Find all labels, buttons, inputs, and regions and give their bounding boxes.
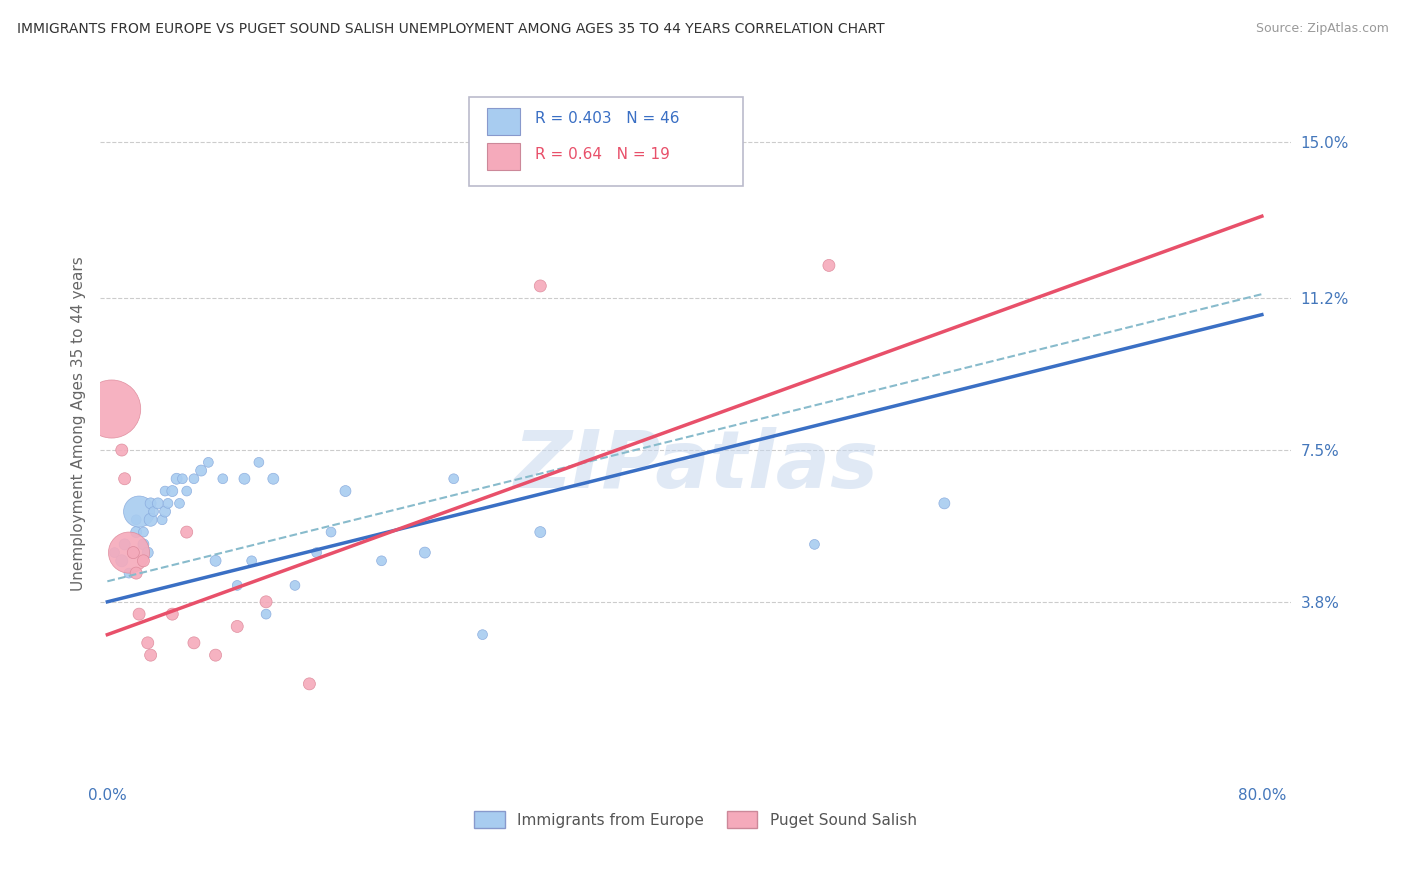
Point	[136, 546, 159, 560]
Point	[305, 546, 328, 560]
Point	[122, 546, 145, 560]
Point	[183, 636, 205, 650]
Point	[319, 525, 342, 540]
Point	[370, 554, 392, 568]
Point	[128, 505, 150, 519]
Point	[204, 554, 226, 568]
Point	[114, 472, 136, 486]
Point	[284, 578, 307, 592]
Legend: Immigrants from Europe, Puget Sound Salish: Immigrants from Europe, Puget Sound Sali…	[468, 805, 922, 834]
Point	[183, 472, 205, 486]
Point	[529, 525, 551, 540]
Point	[211, 472, 233, 486]
Point	[162, 607, 184, 621]
Point	[142, 505, 165, 519]
Point	[176, 525, 198, 540]
Point	[169, 496, 191, 510]
Point	[934, 496, 956, 510]
Point	[335, 484, 357, 499]
Point	[122, 546, 145, 560]
Point	[529, 279, 551, 293]
Point	[132, 537, 155, 551]
Point	[162, 484, 184, 499]
Point	[125, 566, 148, 580]
Point	[443, 472, 465, 486]
Point	[139, 513, 162, 527]
Point	[132, 525, 155, 540]
Point	[298, 677, 321, 691]
Point	[156, 496, 179, 510]
Point	[226, 619, 249, 633]
Point	[114, 537, 136, 551]
Point	[125, 513, 148, 527]
Point	[803, 537, 825, 551]
Point	[153, 505, 176, 519]
Point	[233, 472, 256, 486]
Point	[125, 525, 148, 540]
Point	[166, 472, 188, 486]
Point	[254, 607, 277, 621]
Point	[262, 472, 284, 486]
Point	[103, 546, 125, 560]
Point	[413, 546, 436, 560]
Point	[118, 566, 141, 580]
Point	[197, 455, 219, 469]
Point	[471, 627, 494, 641]
FancyBboxPatch shape	[470, 97, 742, 186]
Text: ZIPatlas: ZIPatlas	[513, 427, 877, 505]
Point	[226, 578, 249, 592]
Point	[254, 595, 277, 609]
Point	[190, 464, 212, 478]
Y-axis label: Unemployment Among Ages 35 to 44 years: Unemployment Among Ages 35 to 44 years	[72, 256, 86, 591]
Point	[139, 648, 162, 662]
Text: Source: ZipAtlas.com: Source: ZipAtlas.com	[1256, 22, 1389, 36]
Point	[153, 484, 176, 499]
Text: R = 0.64   N = 19: R = 0.64 N = 19	[534, 147, 669, 161]
Point	[128, 607, 150, 621]
Text: R = 0.403   N = 46: R = 0.403 N = 46	[534, 112, 679, 127]
Point	[111, 554, 134, 568]
Point	[204, 648, 226, 662]
Point	[150, 513, 173, 527]
Point	[100, 402, 122, 417]
Point	[172, 472, 194, 486]
Bar	[486, 143, 520, 170]
Point	[132, 554, 155, 568]
Point	[111, 443, 134, 458]
Point	[146, 496, 169, 510]
Point	[818, 259, 841, 273]
Point	[136, 636, 159, 650]
Point	[139, 496, 162, 510]
Point	[240, 554, 263, 568]
Bar	[486, 108, 520, 135]
Point	[118, 546, 141, 560]
Point	[247, 455, 270, 469]
Point	[176, 484, 198, 499]
Text: IMMIGRANTS FROM EUROPE VS PUGET SOUND SALISH UNEMPLOYMENT AMONG AGES 35 TO 44 YE: IMMIGRANTS FROM EUROPE VS PUGET SOUND SA…	[17, 22, 884, 37]
